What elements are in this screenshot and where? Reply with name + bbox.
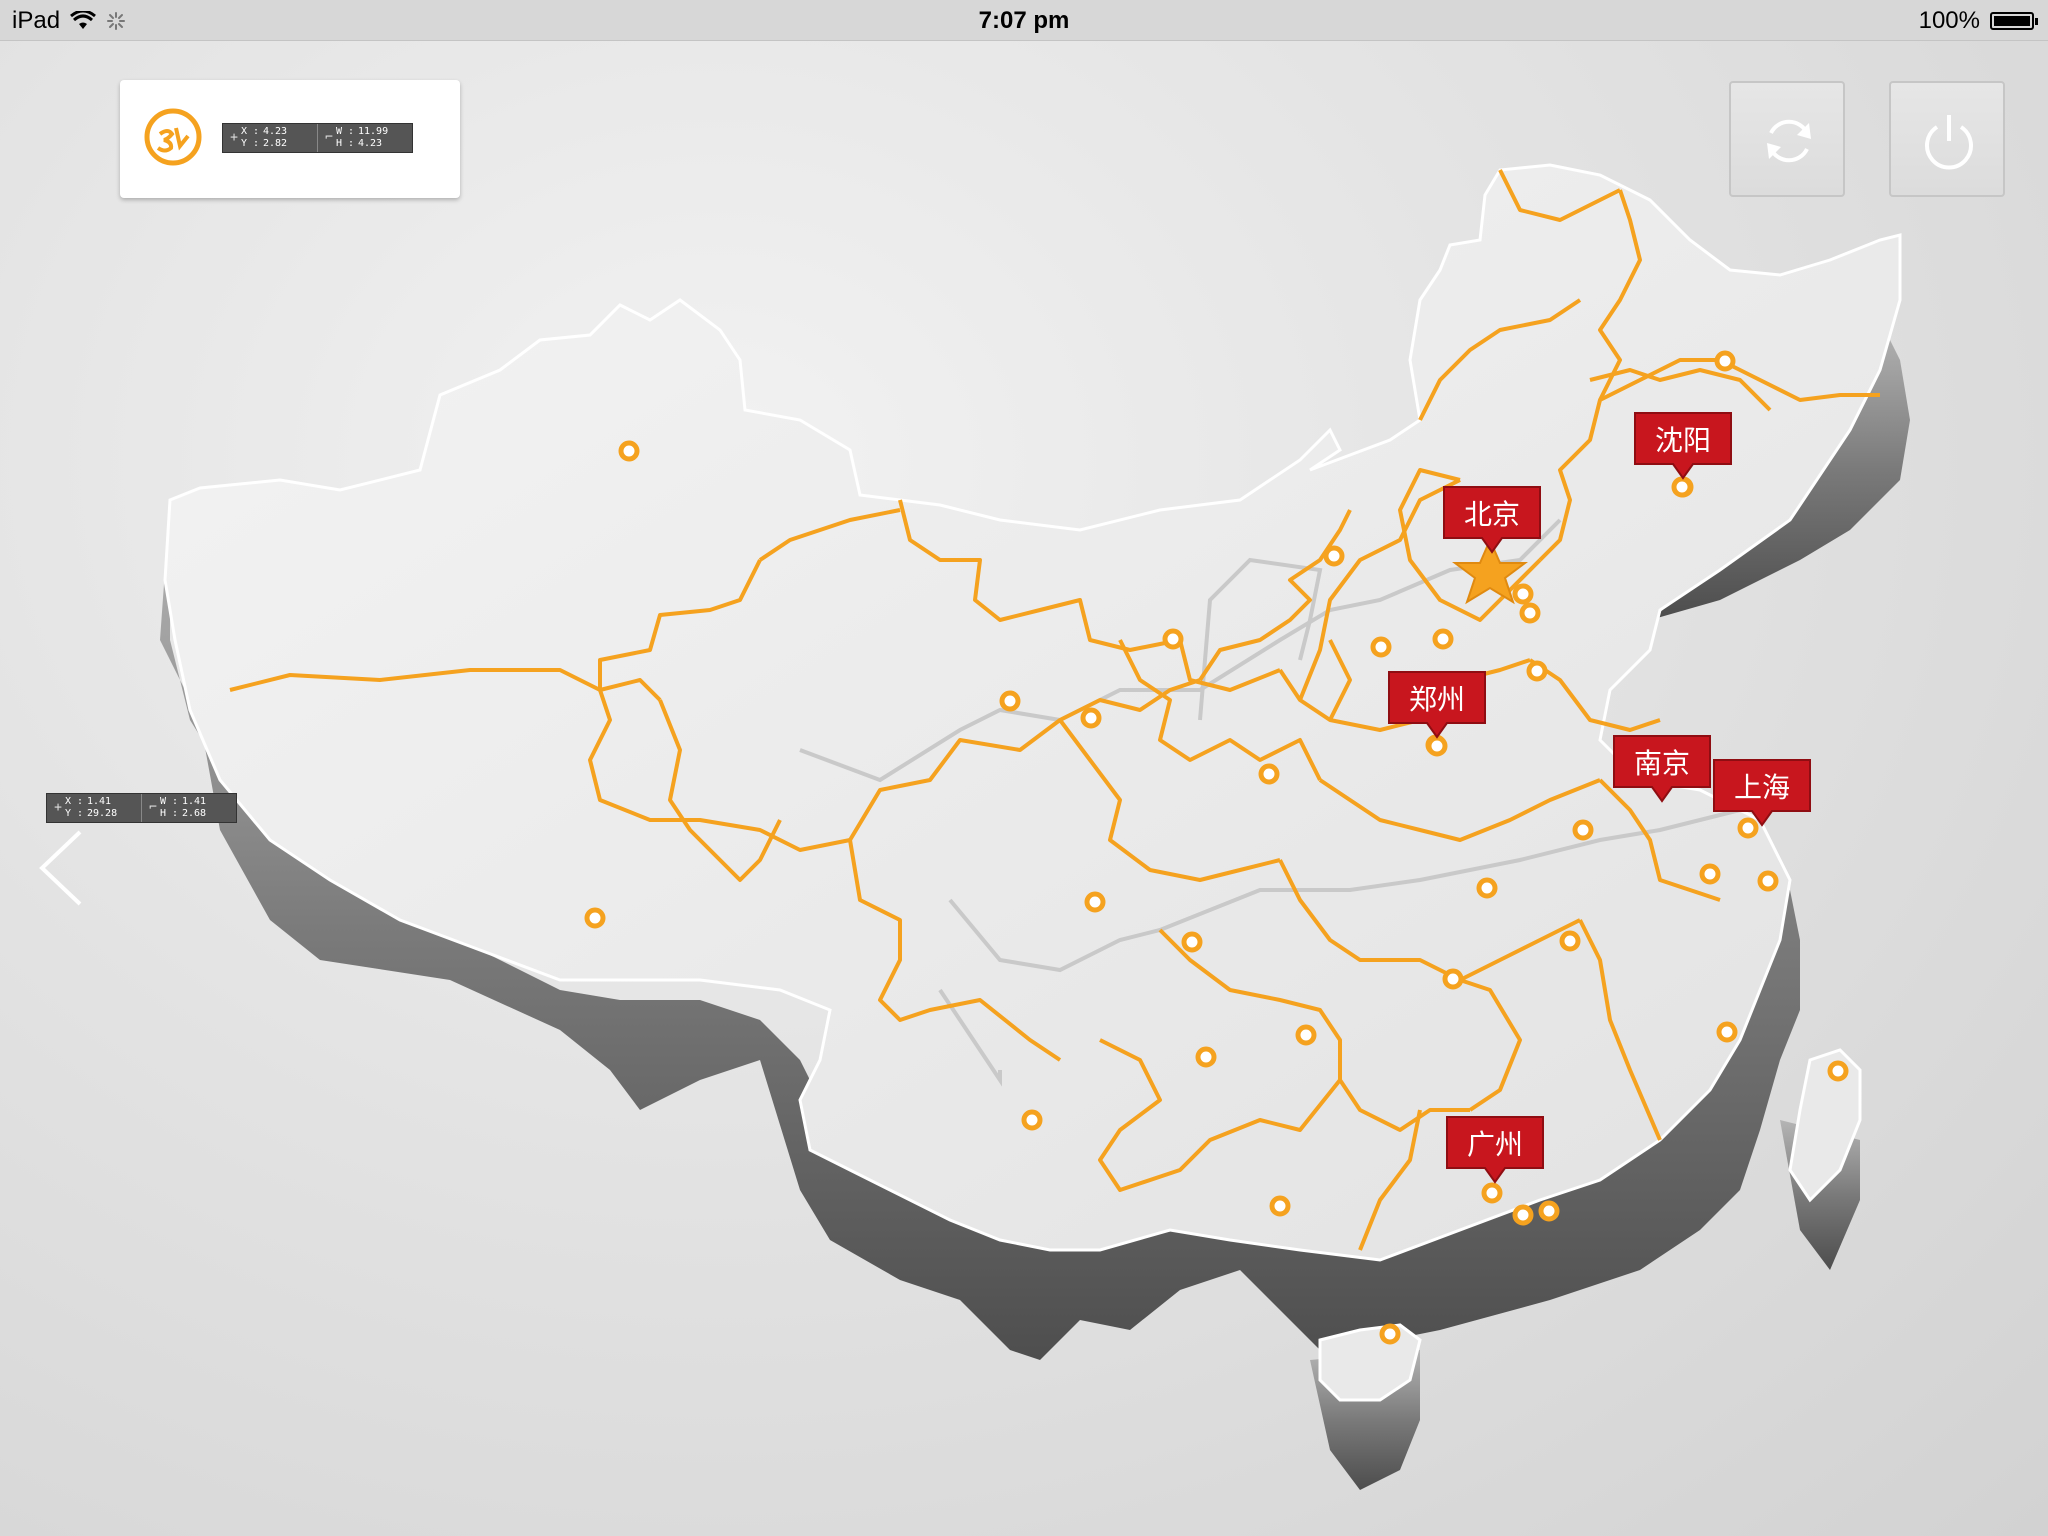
- measure-tag-left: + X :1.41 Y :29.28 ⌐ W :1.41 H :2.68: [46, 793, 237, 823]
- w-value: 1.41: [182, 796, 207, 807]
- size-icon: ⌐: [325, 130, 333, 145]
- capital-star-icon: [1452, 537, 1528, 605]
- city-label-beijing: 北京: [1464, 498, 1520, 531]
- city-tag-zhengzhou[interactable]: 郑州: [1388, 671, 1486, 739]
- y-value: 29.28: [87, 808, 118, 819]
- city-tag-shenyang[interactable]: 沈阳: [1634, 412, 1732, 480]
- w-value: 11.99: [358, 126, 389, 137]
- power-icon: [1925, 115, 1973, 170]
- position-icon: +: [230, 130, 238, 145]
- w-label: W :: [160, 796, 179, 807]
- logo-icon[interactable]: [144, 108, 202, 166]
- refresh-button[interactable]: [1729, 81, 1845, 197]
- city-label-nanjing: 南京: [1634, 747, 1690, 780]
- y-label: Y :: [241, 138, 260, 149]
- h-label: H :: [160, 808, 179, 819]
- status-bar: iPad 7:07 pm 100%: [0, 0, 2048, 41]
- city-tag-shanghai[interactable]: 上海: [1713, 759, 1811, 827]
- status-left: iPad: [12, 7, 126, 35]
- device-name: iPad: [12, 7, 61, 34]
- h-label: H :: [336, 138, 355, 149]
- status-right: 100%: [1918, 7, 2038, 35]
- position-icon: +: [54, 800, 62, 815]
- city-label-guangzhou: 广州: [1467, 1128, 1523, 1161]
- refresh-icon: [1767, 119, 1811, 163]
- city-label-shenyang: 沈阳: [1655, 424, 1711, 457]
- size-icon: ⌐: [149, 800, 157, 815]
- wifi-icon: [70, 11, 97, 29]
- city-markers: [584, 350, 1849, 1345]
- battery-percent: 100%: [1918, 7, 1980, 34]
- h-value: 2.68: [182, 808, 207, 819]
- h-value: 4.23: [358, 138, 383, 149]
- y-label: Y :: [65, 808, 84, 819]
- chevron-left-icon[interactable]: [36, 826, 86, 910]
- status-time: 7:07 pm: [978, 7, 1070, 34]
- x-label: X :: [241, 126, 260, 137]
- power-button[interactable]: [1889, 81, 2005, 197]
- rivers: [799, 518, 1741, 1087]
- province-borders: [229, 169, 1880, 1251]
- map-surface: [163, 163, 1902, 1402]
- measure-tag-top: + X :4.23 Y :2.82 ⌐ W :11.99 H :4.23: [222, 123, 413, 153]
- y-value: 2.82: [263, 138, 288, 149]
- city-tag-beijing[interactable]: 北京: [1443, 486, 1541, 554]
- x-label: X :: [65, 796, 84, 807]
- battery-icon: [1990, 12, 2038, 30]
- city-tag-nanjing[interactable]: 南京: [1613, 735, 1711, 803]
- x-value: 4.23: [263, 126, 288, 137]
- w-label: W :: [336, 126, 355, 137]
- activity-spinner-icon: [107, 12, 126, 30]
- city-tag-guangzhou[interactable]: 广州: [1446, 1116, 1544, 1184]
- city-label-shanghai: 上海: [1734, 771, 1790, 804]
- city-label-zhengzhou: 郑州: [1409, 683, 1465, 716]
- x-value: 1.41: [87, 796, 112, 807]
